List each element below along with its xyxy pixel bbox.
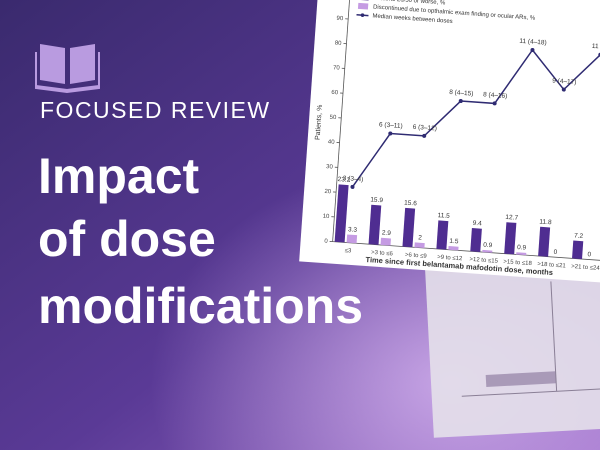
bar: [414, 242, 424, 248]
y-tick-label: 60: [331, 90, 339, 96]
bar: [448, 246, 458, 250]
line-label: 11 (5–: [592, 43, 600, 51]
bar: [572, 241, 583, 260]
y-tick-label: 70: [333, 65, 341, 71]
bar-label: 0.9: [517, 244, 527, 252]
bar: [470, 228, 482, 252]
y-tick-label: 30: [326, 164, 334, 170]
title-line: Impact: [38, 148, 200, 204]
bar-label: 12.7: [505, 214, 518, 222]
y-tick-label: 80: [335, 40, 343, 46]
bar-label: 11.5: [437, 212, 450, 220]
title-line: of dose: [38, 211, 216, 267]
section-label: FOCUSED REVIEW: [40, 97, 271, 123]
back-card: [425, 259, 600, 438]
bar-label: 0.9: [483, 242, 493, 250]
bar-label: 1.5: [449, 238, 459, 246]
line-label: 3 (3–4): [343, 175, 364, 183]
legend-swatch: [358, 3, 368, 10]
y-tick-label: 90: [336, 16, 344, 22]
chart-card: Patients, % Time since first belantamab …: [299, 0, 600, 284]
title-line: modifications: [38, 278, 363, 334]
bar: [347, 234, 358, 243]
bar-label: 15.9: [370, 196, 383, 204]
bar: [436, 220, 448, 249]
bar-label: 7.2: [574, 232, 584, 240]
bar: [381, 238, 391, 246]
bar-label: 9.4: [472, 220, 482, 228]
bar-label: 2.9: [382, 230, 392, 238]
x-tick-label: ≤3: [344, 248, 352, 254]
bar: [538, 227, 550, 257]
y-tick-label: 10: [322, 214, 330, 220]
y-tick-label: 20: [324, 189, 332, 195]
y-tick-label: 50: [329, 115, 337, 121]
bar-label: 11.8: [539, 218, 552, 226]
y-tick-label: 40: [328, 139, 336, 145]
bar-label: 3.3: [348, 226, 358, 234]
bar-label: 15.6: [404, 200, 417, 208]
